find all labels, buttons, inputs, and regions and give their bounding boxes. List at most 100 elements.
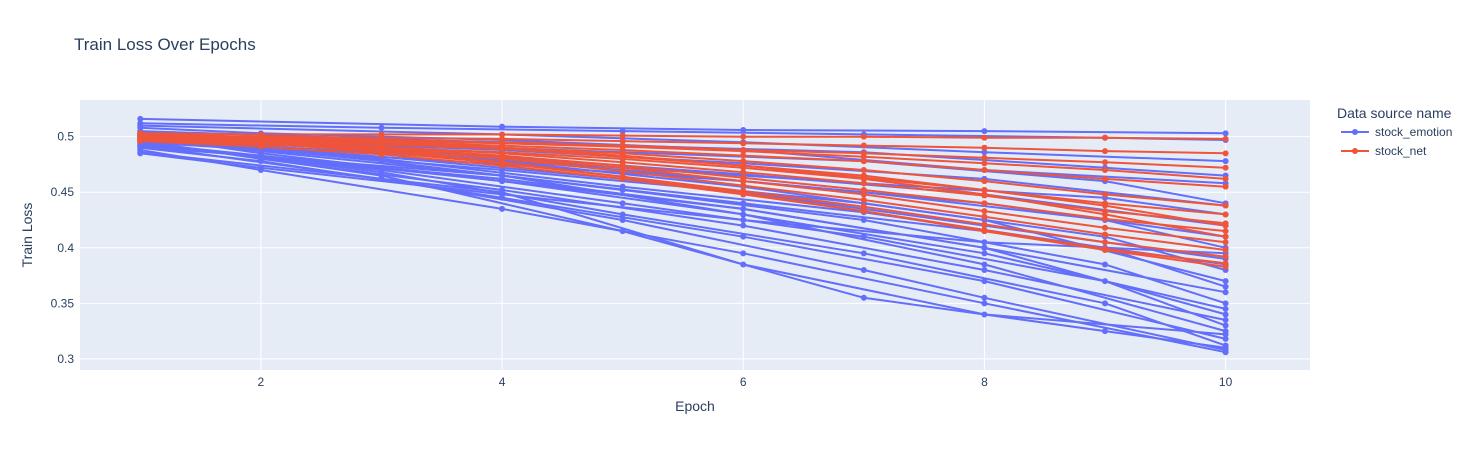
data-point xyxy=(1222,253,1229,260)
series-line xyxy=(140,135,1226,169)
data-point xyxy=(1222,158,1229,165)
y-tick-label: 0.4 xyxy=(57,241,74,255)
data-point xyxy=(1102,191,1108,198)
data-point xyxy=(1102,202,1108,209)
data-point xyxy=(499,140,506,147)
data-point xyxy=(1102,231,1108,238)
y-tick-label: 0.5 xyxy=(57,130,74,144)
data-point xyxy=(1102,211,1108,218)
data-point xyxy=(1102,134,1108,141)
data-point xyxy=(740,222,747,229)
data-point xyxy=(1222,222,1229,229)
data-point xyxy=(1222,135,1229,142)
data-point xyxy=(1222,349,1229,356)
data-point xyxy=(740,190,747,197)
series-line xyxy=(140,152,1226,255)
data-point xyxy=(137,124,144,131)
data-point xyxy=(981,160,988,167)
legend-item-stock-net[interactable]: stock_net xyxy=(1341,144,1427,158)
data-point xyxy=(137,115,144,122)
data-point xyxy=(1222,228,1229,235)
legend-label-stock-emotion: stock_emotion xyxy=(1375,125,1452,139)
data-point xyxy=(860,175,867,182)
series-stock-emotion xyxy=(137,150,1229,257)
legend-label-stock-net: stock_net xyxy=(1375,144,1427,158)
data-point xyxy=(981,167,988,173)
series-line xyxy=(140,140,1226,265)
series-stock-net xyxy=(137,137,1229,240)
data-point xyxy=(1222,300,1229,307)
data-point xyxy=(257,140,264,147)
data-point xyxy=(1102,239,1108,246)
data-point xyxy=(1222,283,1229,290)
data-point xyxy=(860,153,867,160)
data-point xyxy=(378,144,385,151)
data-point xyxy=(499,149,506,156)
data-point xyxy=(981,250,988,257)
data-point xyxy=(981,213,988,220)
data-point xyxy=(619,168,626,175)
data-point xyxy=(1222,305,1229,312)
x-tick-label: 2 xyxy=(258,375,265,389)
data-point xyxy=(619,138,626,145)
data-point xyxy=(981,149,988,156)
data-point xyxy=(740,127,747,133)
data-point xyxy=(619,217,626,223)
data-point xyxy=(740,158,747,165)
data-point xyxy=(1222,344,1229,351)
series-line xyxy=(140,133,1226,155)
legend-item-stock-emotion[interactable]: stock_emotion xyxy=(1341,125,1452,139)
data-point xyxy=(378,172,385,179)
legend: Data source name stock_emotion stock_net xyxy=(1337,105,1452,158)
data-point xyxy=(860,208,867,215)
data-point xyxy=(860,158,867,165)
data-point xyxy=(1102,261,1108,268)
data-point xyxy=(499,191,506,198)
data-point xyxy=(981,261,988,268)
x-tick-label: 4 xyxy=(499,375,506,389)
data-point xyxy=(981,267,988,273)
data-point xyxy=(740,178,747,185)
data-point xyxy=(1222,164,1229,171)
data-point xyxy=(860,167,867,173)
data-point xyxy=(740,152,747,159)
data-point xyxy=(981,244,988,251)
data-point xyxy=(981,228,988,235)
x-tick-label: 10 xyxy=(1219,375,1233,389)
data-point xyxy=(1102,247,1108,253)
data-point xyxy=(1222,239,1229,246)
data-point xyxy=(1222,211,1229,218)
data-point xyxy=(619,173,626,180)
x-axis-label: Epoch xyxy=(675,398,715,414)
data-point xyxy=(1102,148,1108,155)
data-point xyxy=(740,233,747,240)
y-axis-ticks: 0.3 0.35 0.4 0.45 0.5 xyxy=(51,130,75,366)
data-point xyxy=(619,128,626,135)
data-point xyxy=(1222,322,1229,329)
data-point xyxy=(860,217,867,223)
data-point xyxy=(1222,311,1229,318)
data-point xyxy=(740,250,747,257)
series-line xyxy=(140,144,1226,351)
y-tick-label: 0.3 xyxy=(57,352,74,366)
data-point xyxy=(981,154,988,161)
data-point xyxy=(981,187,988,193)
x-axis-ticks: 2 4 6 8 10 xyxy=(258,375,1233,389)
data-point xyxy=(981,191,988,198)
data-point xyxy=(619,132,626,139)
series-stock-net xyxy=(137,133,1229,182)
data-point xyxy=(860,203,867,210)
data-point xyxy=(137,143,144,150)
data-point xyxy=(1222,331,1229,338)
data-point xyxy=(1222,233,1229,240)
data-point xyxy=(981,208,988,215)
data-point xyxy=(860,294,867,301)
data-point xyxy=(619,143,626,150)
data-point xyxy=(860,133,867,140)
series-line xyxy=(140,136,1226,207)
data-point xyxy=(860,191,867,198)
data-point xyxy=(860,187,867,193)
data-point xyxy=(981,200,988,207)
